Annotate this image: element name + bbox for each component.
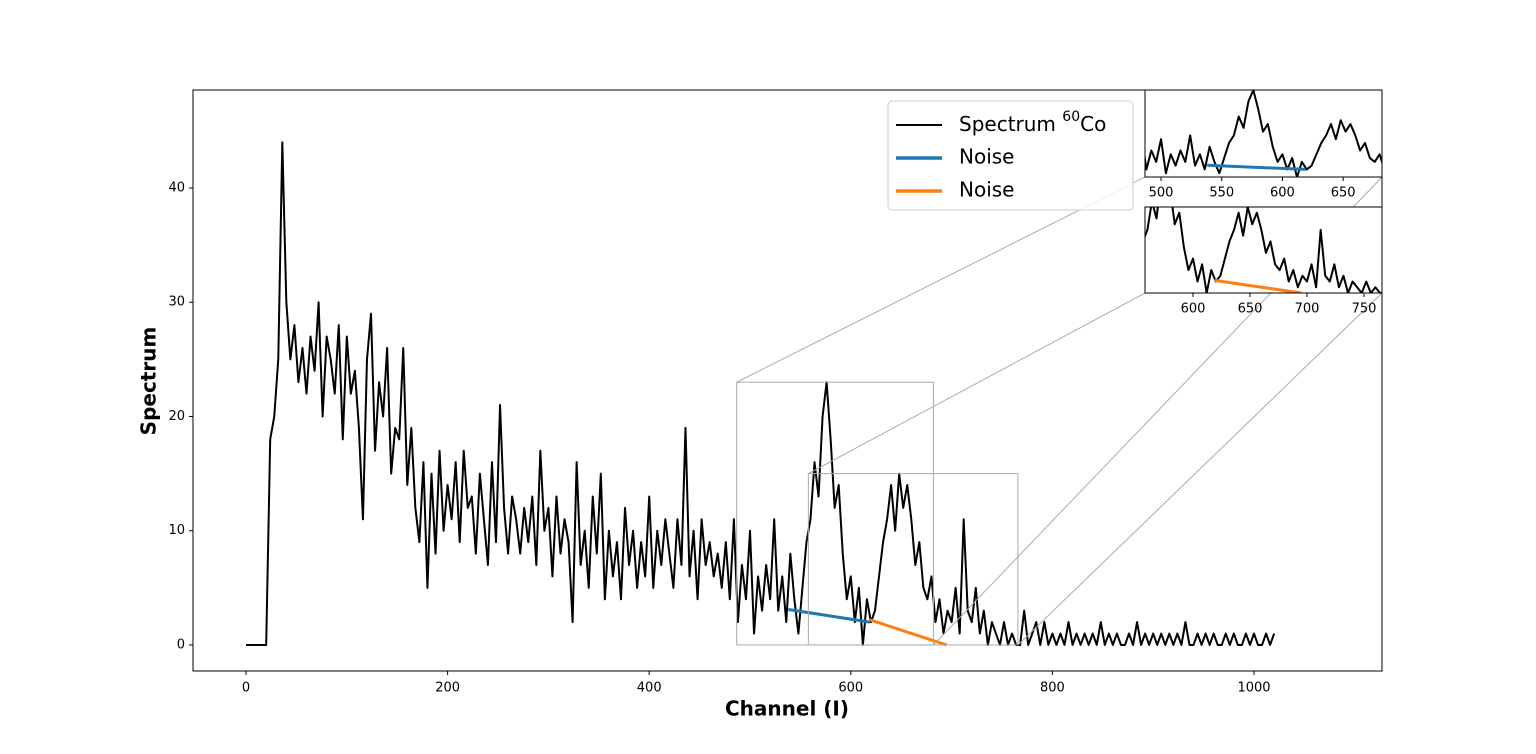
legend-label: Spectrum 60Co <box>959 109 1106 136</box>
legend-label-part: Co <box>1080 112 1106 136</box>
axes-frame <box>192 89 1383 672</box>
y-tick-label: 20 <box>168 409 185 424</box>
zoom-box <box>807 473 1019 646</box>
connector <box>1017 292 1383 646</box>
x-tick-label: 1000 <box>1237 681 1270 696</box>
inset-x-tick-label: 650 <box>1331 186 1356 201</box>
series-line <box>1207 163 1306 171</box>
inset-bg <box>1145 90 1382 177</box>
legend-label: Noise <box>959 178 1014 202</box>
x-tick-label: 0 <box>242 681 250 696</box>
y-tick-label: 10 <box>168 523 185 538</box>
series-line <box>246 141 1276 646</box>
y-tick-label: 30 <box>168 295 185 310</box>
series-line <box>1214 278 1302 293</box>
y-axis-label: Spectrum <box>137 327 161 436</box>
x-tick-label: 800 <box>1040 681 1065 696</box>
inset-x-tick-label: 550 <box>1209 186 1234 201</box>
x-tick-label: 400 <box>637 681 662 696</box>
legend-label-part: Spectrum <box>959 112 1062 136</box>
connector <box>736 176 1146 383</box>
inset-plot <box>1145 207 1382 293</box>
x-tick-label: 600 <box>838 681 863 696</box>
inset-x-tick-label: 600 <box>1270 186 1295 201</box>
legend-label-part: 60 <box>1062 109 1080 125</box>
plot-area <box>246 141 1276 647</box>
series-line <box>1145 90 1382 177</box>
y-tick-label: 0 <box>177 637 185 652</box>
inset-x-tick-label: 700 <box>1295 302 1320 317</box>
legend-box <box>887 100 1134 211</box>
legend-label: Noise <box>959 145 1014 169</box>
y-tick-label: 40 <box>168 181 185 196</box>
inset-x-tick-label: 600 <box>1181 302 1206 317</box>
inset-x-tick-label: 500 <box>1149 186 1174 201</box>
inset-x-tick-label: 650 <box>1238 302 1263 317</box>
inset-x-tick-label: 750 <box>1352 302 1377 317</box>
series-line <box>788 608 871 624</box>
x-tick-label: 200 <box>435 681 460 696</box>
zoom-box <box>736 381 934 646</box>
series-line <box>869 618 948 647</box>
x-axis-label: Channel (I) <box>725 697 849 721</box>
inset-plot <box>1145 90 1382 177</box>
connector <box>808 292 1146 475</box>
